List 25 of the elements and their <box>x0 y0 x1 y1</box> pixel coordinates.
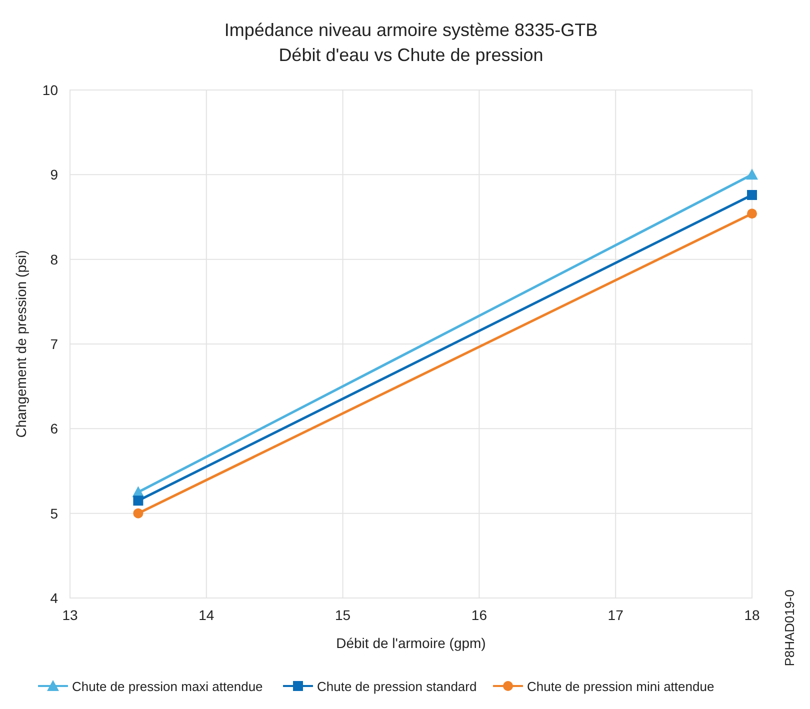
y-axis-title: Changement de pression (psi) <box>13 250 29 438</box>
y-tick-label: 9 <box>50 166 58 183</box>
legend-label: Chute de pression mini attendue <box>527 679 714 694</box>
y-tick-label: 7 <box>50 336 58 352</box>
chart-subtitle: Débit d'eau vs Chute de pression <box>278 45 544 65</box>
x-tick-label: 16 <box>471 607 488 623</box>
legend-label: Chute de pression standard <box>317 679 477 694</box>
legend-label: Chute de pression maxi attendue <box>72 679 263 694</box>
y-tick-label: 6 <box>50 420 58 437</box>
x-tick-label: 15 <box>335 607 351 623</box>
y-tick-label: 10 <box>42 82 58 98</box>
point <box>747 190 757 200</box>
x-tick-label: 14 <box>198 607 214 623</box>
y-tick-label: 5 <box>50 505 58 522</box>
y-tick-label: 4 <box>50 590 58 606</box>
x-tick-label: 18 <box>744 607 760 623</box>
x-tick-label: 17 <box>608 607 624 623</box>
text: P8HAD019-0 <box>782 590 797 666</box>
chart-title: Impédance niveau armoire système 8335-GTB <box>224 20 598 40</box>
point <box>133 508 144 518</box>
x-tick-label: 13 <box>62 607 78 623</box>
point <box>133 496 144 506</box>
x-axis-title: Débit de l'armoire (gpm) <box>336 635 486 651</box>
y-tick-label: 8 <box>50 251 58 268</box>
point <box>747 208 757 219</box>
